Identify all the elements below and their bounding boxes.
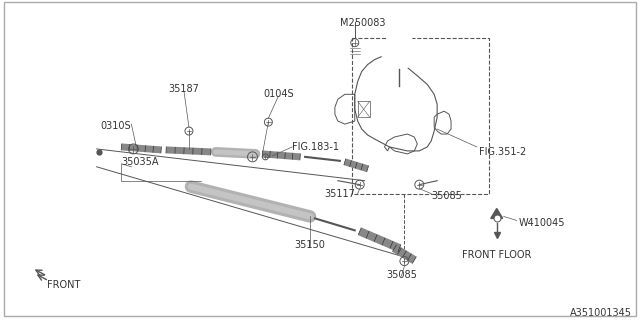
Text: 35150: 35150 — [294, 240, 326, 250]
Text: 0104S: 0104S — [263, 89, 294, 99]
Text: 35035A: 35035A — [122, 157, 159, 167]
Text: 35085: 35085 — [431, 191, 462, 201]
Bar — [352, 38, 489, 194]
Text: FRONT FLOOR: FRONT FLOOR — [462, 250, 531, 260]
Text: FIG.183-1: FIG.183-1 — [292, 142, 339, 152]
Text: A351001345: A351001345 — [570, 308, 632, 318]
Text: W410045: W410045 — [518, 219, 565, 228]
Circle shape — [390, 42, 410, 61]
Text: 0310S: 0310S — [100, 121, 131, 131]
Text: M250083: M250083 — [340, 18, 385, 28]
Text: FIG.351-2: FIG.351-2 — [479, 147, 526, 157]
Text: 35117: 35117 — [324, 188, 355, 199]
Text: 35187: 35187 — [168, 84, 200, 94]
Polygon shape — [491, 209, 502, 219]
Text: FRONT: FRONT — [47, 280, 81, 290]
Text: 35085: 35085 — [386, 270, 417, 280]
Circle shape — [381, 34, 417, 69]
